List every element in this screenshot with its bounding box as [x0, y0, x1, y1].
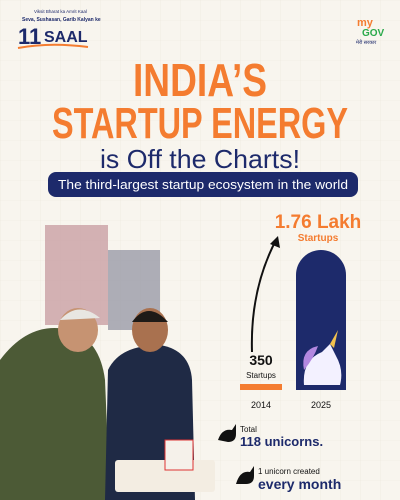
fact-value: every month: [258, 476, 341, 492]
unicorn-icon: [236, 466, 254, 484]
logo-swoosh: [17, 43, 89, 49]
tagline: Seva, Sushasan, Garib Kalyan ke: [22, 17, 101, 23]
unicorn-icon: [218, 424, 236, 442]
logo-word: SAAL: [44, 29, 88, 46]
bar-2014: [240, 384, 282, 390]
logo-number: 11: [18, 24, 41, 49]
unicorn-icon: [303, 330, 342, 385]
banner-box: [48, 172, 358, 197]
value-label: 350: [249, 352, 273, 368]
title: INDIA’S: [133, 54, 267, 106]
growth-arrow: [250, 239, 277, 353]
year-label: 2014: [251, 400, 271, 410]
photo: [0, 225, 215, 500]
year-label: 2025: [311, 400, 331, 410]
mygov-tagline: मेरी सरकार: [356, 39, 377, 46]
unit-label: Startups: [246, 371, 276, 380]
subtitle: is Off the Charts!: [100, 144, 300, 174]
title: STARTUP ENERGY: [52, 99, 348, 148]
mygov-logo: GOV: [362, 28, 385, 39]
tagline: Viksit Bharat ka Amrit Kaal: [34, 9, 87, 14]
fact-label: Total: [240, 425, 257, 434]
banner-text: The third-largest startup ecosystem in t…: [58, 177, 348, 192]
value-label: 1.76 Lakh: [275, 212, 362, 233]
mygov-logo: my: [357, 17, 374, 29]
unit-label: Startups: [298, 233, 339, 244]
fact-label: 1 unicorn created: [258, 467, 320, 476]
growth-arrowhead: [270, 236, 280, 248]
fact-value: 118 unicorns.: [240, 434, 323, 449]
